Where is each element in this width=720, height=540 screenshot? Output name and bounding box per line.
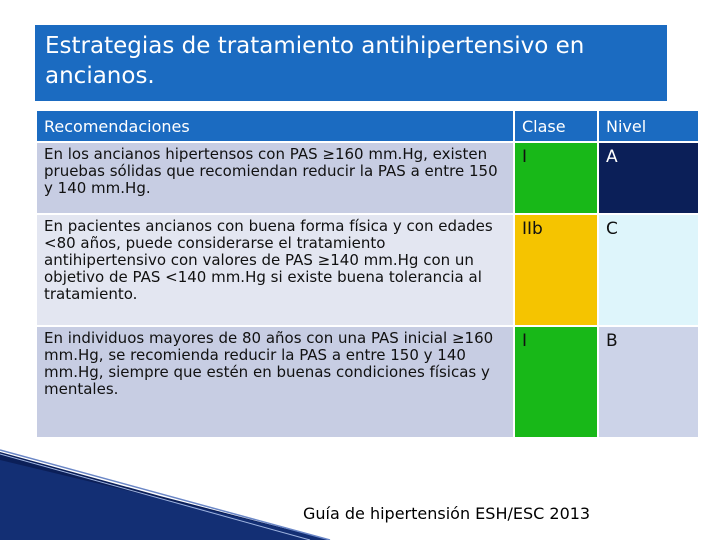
recommendations-table: Recomendaciones Clase Nivel En los ancia… — [35, 109, 700, 439]
table-row: En individuos mayores de 80 años con una… — [35, 325, 700, 439]
recommendation-cell: En los ancianos hipertensos con PAS ≥160… — [35, 141, 515, 215]
clase-cell: IIb — [513, 213, 599, 327]
nivel-cell: B — [597, 325, 700, 439]
recommendation-cell: En pacientes ancianos con buena forma fí… — [35, 213, 515, 327]
header-clase: Clase — [513, 109, 599, 143]
table-header-row: Recomendaciones Clase Nivel — [35, 109, 700, 143]
recommendation-cell: En individuos mayores de 80 años con una… — [35, 325, 515, 439]
clase-cell: I — [513, 141, 599, 215]
source-citation: Guía de hipertensión ESH/ESC 2013 — [303, 504, 591, 523]
slide-title: Estrategias de tratamiento antihipertens… — [35, 25, 667, 101]
decorative-swoosh — [0, 449, 331, 540]
header-recomendaciones: Recomendaciones — [35, 109, 515, 143]
clase-cell: I — [513, 325, 599, 439]
header-nivel: Nivel — [597, 109, 700, 143]
table-row: En los ancianos hipertensos con PAS ≥160… — [35, 141, 700, 215]
table-row: En pacientes ancianos con buena forma fí… — [35, 213, 700, 327]
nivel-cell: A — [597, 141, 700, 215]
nivel-cell: C — [597, 213, 700, 327]
